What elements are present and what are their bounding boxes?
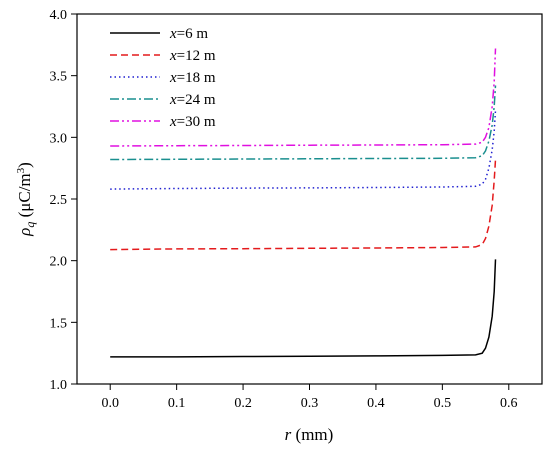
x-tick-label: 0.3 <box>301 396 319 411</box>
x-axis-unit: (mm) <box>291 425 333 444</box>
series-line-1 <box>110 259 497 358</box>
y-tick-label: 2.5 <box>50 193 68 208</box>
legend-var: x <box>169 48 177 64</box>
legend-value: =6 m <box>177 26 209 42</box>
y-axis-close: ) <box>15 162 34 168</box>
legend: x=6 mx=12 mx=18 mx=24 mx=30 m <box>110 26 216 130</box>
legend-var: x <box>169 26 177 42</box>
x-tick-label: 0.4 <box>367 396 385 411</box>
y-axis-title: ρq (μC/m3) <box>15 162 37 237</box>
legend-value: =30 m <box>177 114 216 130</box>
x-tick-label: 0.2 <box>234 396 252 411</box>
legend-label-4: x=24 m <box>169 92 216 108</box>
series-line-5 <box>110 48 497 147</box>
y-tick-label: 4.0 <box>50 8 68 23</box>
x-tick-label: 0.1 <box>168 396 186 411</box>
y-tick-label: 1.0 <box>50 378 68 393</box>
legend-label-3: x=18 m <box>169 70 216 86</box>
series-line-3 <box>110 110 497 190</box>
legend-label-1: x=6 m <box>169 26 208 42</box>
x-tick-label: 0.0 <box>101 396 119 411</box>
y-tick-label: 3.5 <box>50 70 68 85</box>
x-tick-label: 0.6 <box>500 396 518 411</box>
y-tick-label: 3.0 <box>50 131 68 146</box>
series-line-4 <box>110 85 497 161</box>
legend-var: x <box>169 114 177 130</box>
y-axis-sup: 3 <box>15 167 27 173</box>
plot-frame <box>76 13 543 385</box>
legend-var: x <box>169 92 177 108</box>
y-axis-sub: q <box>23 222 37 228</box>
y-axis-unit: (μC/m <box>15 173 34 221</box>
x-axis-ticks: 0.0 0.1 0.2 0.3 0.4 0.5 0.6 <box>101 384 518 411</box>
y-tick-label: 2.0 <box>50 255 68 270</box>
legend-value: =12 m <box>177 48 216 64</box>
legend-label-2: x=12 m <box>169 48 216 64</box>
x-axis-var: r <box>285 425 292 444</box>
y-axis-var: ρ <box>15 228 34 237</box>
series-line-2 <box>110 159 497 251</box>
series-layer <box>110 48 497 358</box>
y-tick-label: 1.5 <box>50 316 68 331</box>
x-axis-title: r (mm) <box>285 425 334 444</box>
legend-label-5: x=30 m <box>169 114 216 130</box>
legend-value: =24 m <box>177 92 216 108</box>
y-axis-ticks: 1.0 1.5 2.0 2.5 3.0 3.5 4.0 <box>50 8 77 393</box>
x-tick-label: 0.5 <box>434 396 452 411</box>
legend-value: =18 m <box>177 70 216 86</box>
legend-var: x <box>169 70 177 86</box>
